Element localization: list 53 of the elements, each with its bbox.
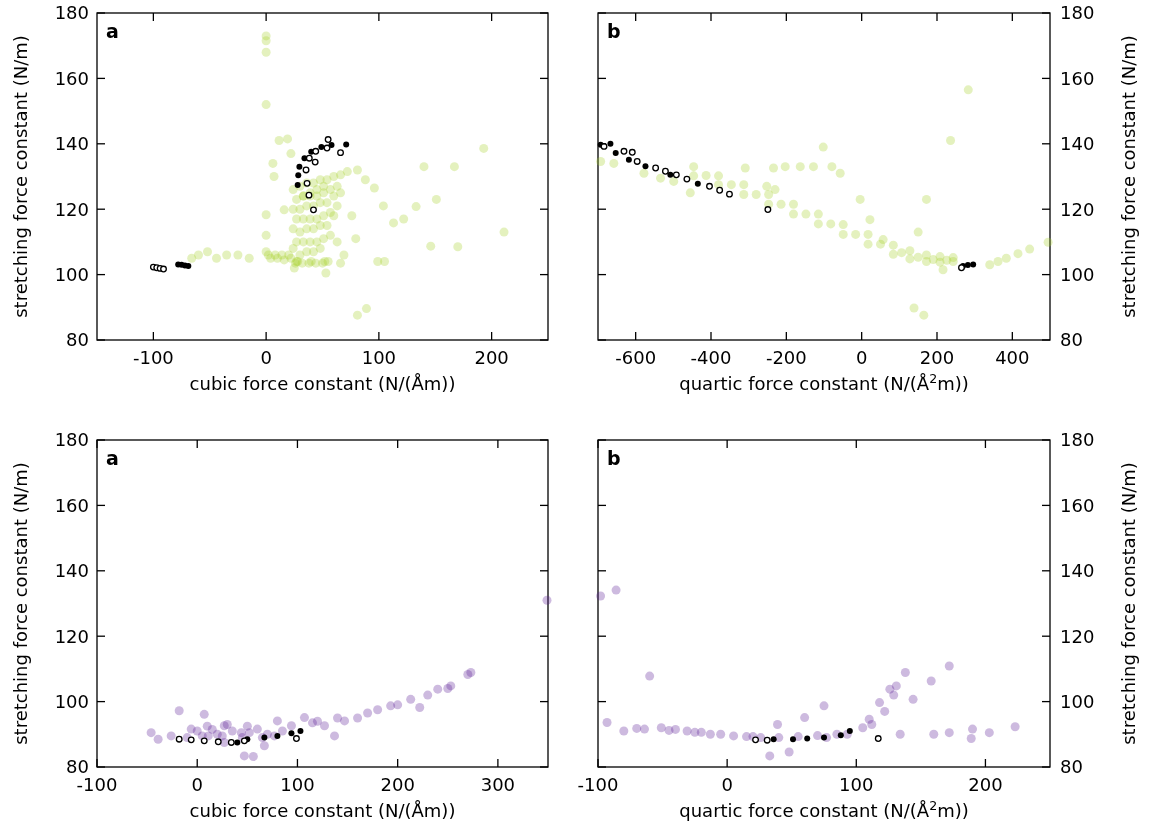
y-tick-label: 100 xyxy=(54,690,89,712)
y-tick-label: 160 xyxy=(54,494,89,516)
y2-tick-label: 140 xyxy=(1060,560,1095,582)
x-tick-label: -400 xyxy=(690,347,732,368)
y2-tick-label: 160 xyxy=(1060,494,1095,516)
x-axis-title: quartic force constant (N/(Å$^{2}$m)) xyxy=(679,370,969,394)
x-tick-label: 0 xyxy=(260,347,272,368)
y-tick-label: 180 xyxy=(54,429,89,451)
annotation: b xyxy=(607,20,621,42)
x-tick-label: -100 xyxy=(132,347,174,368)
y2-tick-label: 180 xyxy=(1060,429,1095,451)
x-tick-label: 200 xyxy=(380,774,415,795)
y2-tick-label: 100 xyxy=(1060,263,1095,285)
x-tick-label: 200 xyxy=(968,774,1003,795)
x-axis-title: quartic force constant (N/(Å$^{2}$m)) xyxy=(679,797,969,821)
x-tick-label: 200 xyxy=(474,347,509,368)
x-tick-label: 0 xyxy=(721,774,733,795)
x-tick-label: 100 xyxy=(361,347,397,368)
y2-tick-label: 180 xyxy=(1060,2,1095,24)
x-tick-label: 300 xyxy=(480,774,516,795)
y-tick-label: 80 xyxy=(66,329,89,351)
annotation: a xyxy=(106,447,119,469)
annotation: b xyxy=(607,447,621,469)
y2-tick-label: 120 xyxy=(1060,625,1095,647)
y-tick-label: 120 xyxy=(54,198,89,220)
y-tick-label: 140 xyxy=(54,560,89,582)
y2-tick-label: 140 xyxy=(1060,133,1095,155)
y2-tick-label: 80 xyxy=(1060,329,1083,351)
x-tick-label: 100 xyxy=(280,774,315,795)
y-tick-label: 100 xyxy=(54,263,89,285)
y2-tick-label: 160 xyxy=(1060,67,1095,89)
y2-tick-label: 80 xyxy=(1060,756,1083,778)
x-tick-label: 0 xyxy=(191,774,203,795)
y-tick-label: 180 xyxy=(54,2,89,24)
x-axis-title: cubic force constant (N/(Åm)) xyxy=(189,373,456,394)
x-tick-label: 200 xyxy=(919,347,955,368)
x-tick-label: -200 xyxy=(765,347,807,368)
x-tick-label: 400 xyxy=(995,347,1030,368)
y-tick-label: 160 xyxy=(54,67,89,89)
x-tick-label: -100 xyxy=(577,774,619,795)
y2-tick-label: 120 xyxy=(1060,198,1095,220)
y-tick-label: 140 xyxy=(54,133,89,155)
y-axis-title: stretching force constant (N/m) xyxy=(10,35,31,318)
x-axis-title: cubic force constant (N/(Åm)) xyxy=(189,800,456,821)
y2-axis-title: stretching force constant (N/m) xyxy=(1118,462,1139,745)
y-tick-label: 120 xyxy=(54,625,89,647)
annotation: a xyxy=(106,20,119,42)
y2-axis-title: stretching force constant (N/m) xyxy=(1118,35,1139,318)
x-tick-label: -600 xyxy=(615,347,657,368)
y2-tick-label: 100 xyxy=(1060,690,1095,712)
y-axis-title: stretching force constant (N/m) xyxy=(10,462,31,745)
x-tick-label: 0 xyxy=(855,347,868,368)
x-tick-label: 100 xyxy=(839,774,874,795)
